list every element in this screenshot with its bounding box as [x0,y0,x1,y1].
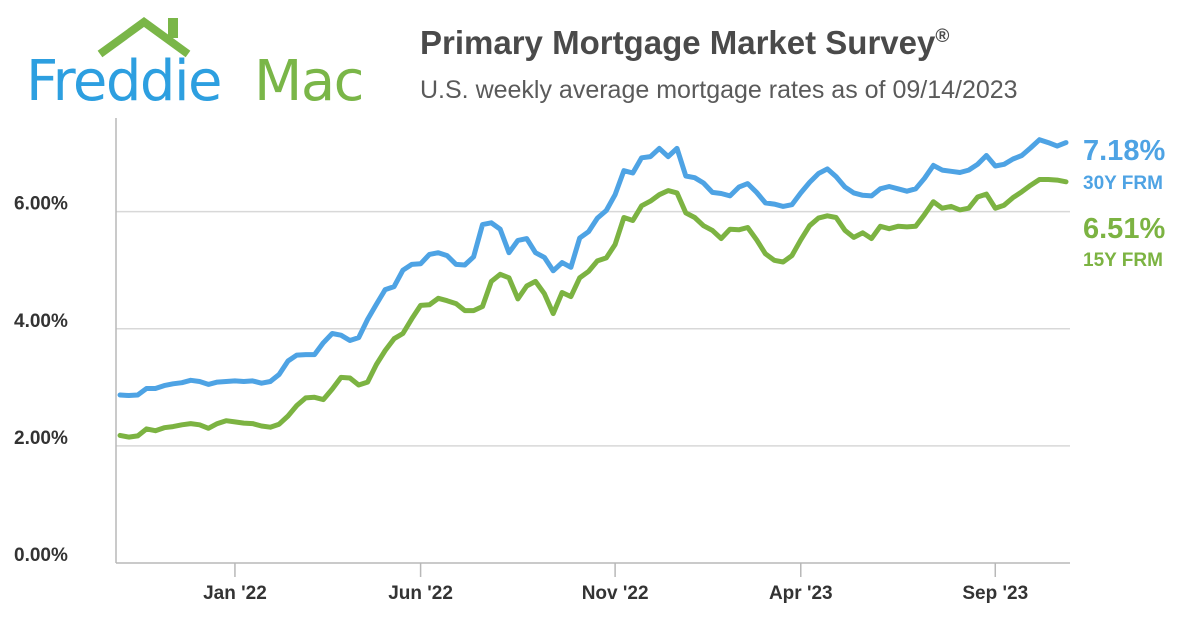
series-name-label: 15Y FRM [1083,250,1163,271]
x-tick-label: Jun '22 [388,583,453,604]
gridlines [116,210,1070,447]
y-tick-label: 4.00% [14,311,68,332]
series-lines [117,137,1069,440]
chart-title-text: Primary Mortgage Market Survey [420,24,936,61]
logo-mac-text: Mac [254,49,364,114]
end-value-label: 7.18% [1083,135,1165,167]
x-tick-label: Nov '22 [582,583,649,604]
logo-freddie-text: Freddie [26,49,223,114]
x-tick-label: Apr '23 [769,583,833,604]
end-value-label: 6.51% [1083,213,1165,245]
y-tick-label: 2.00% [14,428,68,449]
y-tick-label: 6.00% [14,194,68,215]
axes [115,118,1070,577]
freddie-mac-logo: Freddie Mac [22,14,382,110]
chart-title: Primary Mortgage Market Survey® [420,24,949,62]
registered-mark: ® [935,26,950,47]
series-line-30y-frm [117,137,1069,398]
x-tick-label: Jan '22 [203,583,267,604]
x-tick-label: Sep '23 [962,583,1028,604]
house-roof-icon [97,17,191,58]
series-name-label: 30Y FRM [1083,173,1163,194]
labels: 0.00% 2.00% 4.00% 6.00% Jan '22 Jun '22 Nov '2… [14,135,1165,604]
series-line-15y-frm [117,177,1069,440]
y-tick-label: 0.00% [14,545,68,566]
chart-subtitle: U.S. weekly average mortgage rates as of… [420,76,1018,104]
